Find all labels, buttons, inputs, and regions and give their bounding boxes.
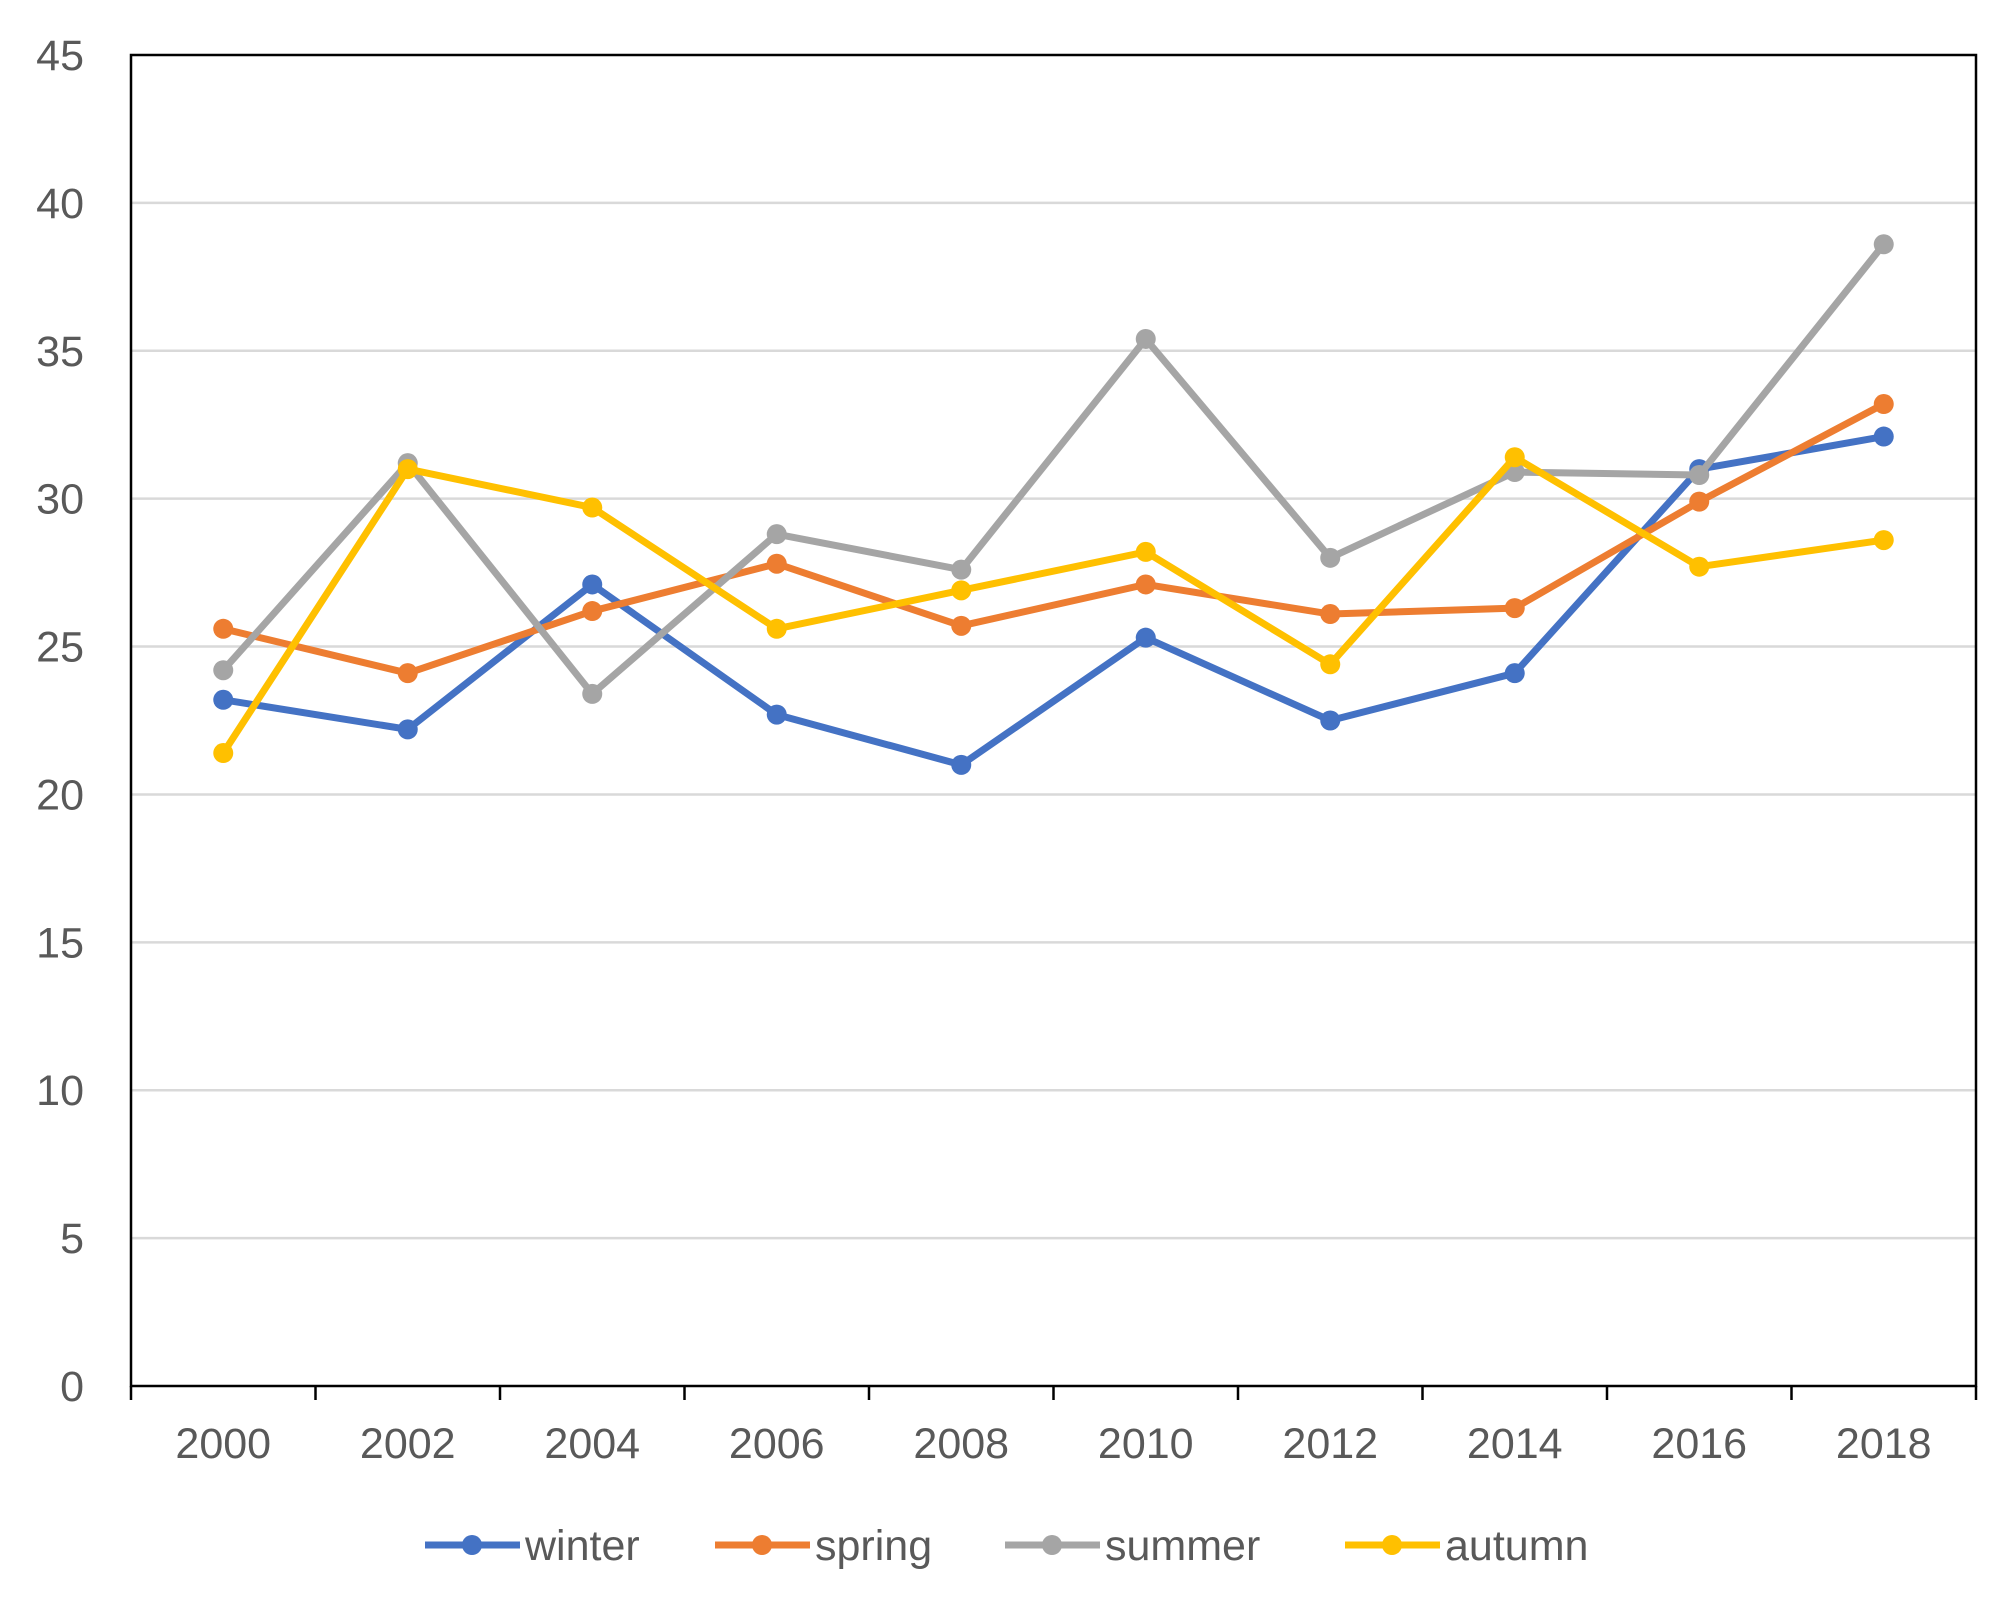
x-tick-label: 2006 [729,1420,825,1468]
data-point-spring [1689,491,1710,512]
legend-label-autumn: autumn [1445,1522,1588,1570]
y-tick-label: 10 [36,1067,84,1115]
legend-marker-spring [752,1535,772,1555]
y-tick-label: 20 [36,771,84,819]
series-line-autumn [220,453,1885,755]
data-point-summer [951,559,972,580]
x-tick-label: 2004 [544,1420,640,1468]
legend-marker-autumn [1382,1535,1402,1555]
y-tick-label: 0 [60,1363,84,1411]
data-point-autumn [1873,530,1894,551]
data-point-spring [1320,604,1341,625]
series-line-spring [222,400,1886,677]
series-line-winter [222,433,1885,769]
data-point-spring [766,553,787,574]
data-point-autumn [1689,556,1710,577]
data-point-spring [213,618,234,639]
data-point-spring [1873,394,1894,415]
data-point-summer [1689,465,1710,486]
x-tick-label: 2018 [1836,1420,1932,1468]
legend-label-winter: winter [524,1522,640,1570]
data-point-winter [1504,663,1525,684]
data-point-summer [213,660,234,681]
data-point-winter [1873,426,1894,447]
data-point-winter [582,574,603,595]
data-point-autumn [397,459,418,480]
legend-label-summer: summer [1105,1522,1260,1570]
y-tick-label: 25 [36,624,84,672]
data-point-autumn [766,618,787,639]
data-point-spring [1135,574,1156,595]
data-point-spring [397,663,418,684]
data-point-autumn [1320,654,1341,675]
legend-label-spring: spring [815,1522,932,1570]
data-point-summer [582,683,603,704]
x-tick-label: 2014 [1467,1420,1563,1468]
data-point-autumn [951,580,972,601]
data-point-summer [766,524,787,545]
data-point-autumn [213,743,234,764]
data-point-summer [1135,328,1156,349]
data-point-winter [213,689,234,710]
data-point-autumn [1504,447,1525,468]
data-point-winter [1135,627,1156,648]
y-tick-label: 30 [36,476,84,524]
x-tick-label: 2016 [1651,1420,1747,1468]
series-line-summer [220,242,1887,698]
x-tick-label: 2008 [913,1420,1009,1468]
x-tick-label: 2010 [1098,1420,1194,1468]
data-point-spring [1504,598,1525,619]
data-point-winter [397,719,418,740]
legend-marker-summer [1042,1535,1062,1555]
legend-marker-winter [462,1535,482,1555]
data-point-spring [582,601,603,622]
data-point-spring [951,615,972,636]
data-point-winter [1320,710,1341,731]
y-tick-label: 40 [36,180,84,228]
x-tick-label: 2012 [1282,1420,1378,1468]
y-tick-label: 35 [36,328,84,376]
y-tick-label: 5 [60,1215,84,1263]
data-point-autumn [582,497,603,518]
y-tick-label: 15 [36,919,84,967]
data-point-autumn [1135,541,1156,562]
x-tick-label: 2002 [360,1420,456,1468]
data-point-winter [951,754,972,775]
data-point-summer [1873,234,1894,255]
data-point-winter [766,704,787,725]
y-tick-label: 45 [36,32,84,80]
x-tick-label: 2000 [175,1420,271,1468]
data-point-summer [1320,547,1341,568]
